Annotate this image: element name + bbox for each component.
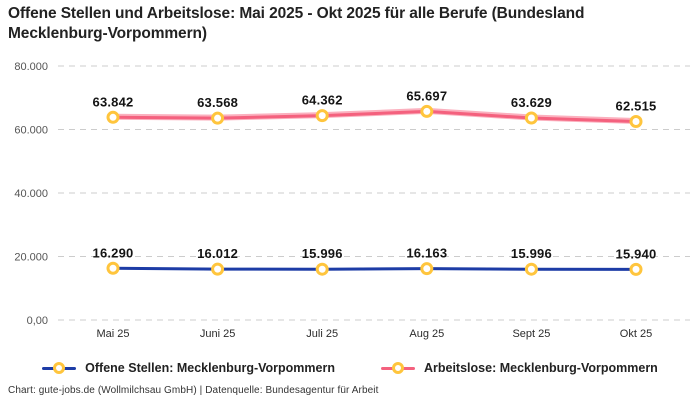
data-point-marker-arbeitslose[interactable] xyxy=(106,110,120,124)
series-line-offene-stellen xyxy=(111,266,638,271)
legend-label: Offene Stellen: Mecklenburg-Vorpommern xyxy=(85,361,335,375)
data-point-label-offene-stellen: 15.996 xyxy=(302,246,343,261)
data-point-label-offene-stellen: 16.290 xyxy=(93,245,134,260)
legend-item-arbeitslose[interactable]: Arbeitslose: Mecklenburg-Vorpommern xyxy=(380,361,658,375)
y-axis-tick-label: 60.000 xyxy=(14,125,48,137)
y-axis-tick-label: 20.000 xyxy=(14,252,48,264)
chart-legend: Offene Stellen: Mecklenburg-Vorpommern Ar… xyxy=(0,356,700,380)
legend-label: Arbeitslose: Mecklenburg-Vorpommern xyxy=(423,361,658,375)
data-point-marker-arbeitslose[interactable] xyxy=(211,111,225,125)
y-axis-tick-label: 40.000 xyxy=(14,188,48,200)
data-point-label-arbeitslose: 64.362 xyxy=(302,93,343,108)
data-point-label-arbeitslose: 63.629 xyxy=(511,95,552,110)
x-axis-label: Juni 25 xyxy=(200,328,235,340)
data-point-label-offene-stellen: 15.996 xyxy=(511,246,552,261)
data-point-marker-arbeitslose[interactable] xyxy=(629,115,643,129)
data-point-marker-arbeitslose[interactable] xyxy=(315,109,329,123)
data-point-label-arbeitslose: 65.697 xyxy=(406,88,447,103)
chart-credit: Chart: gute-jobs.de (Wollmilchsau GmbH) … xyxy=(8,385,379,396)
data-point-marker-arbeitslose[interactable] xyxy=(524,111,538,125)
legend-marker-icon xyxy=(53,362,66,374)
legend-marker-icon xyxy=(391,362,404,374)
chart-title: Offene Stellen und Arbeitslose: Mai 2025… xyxy=(8,5,585,42)
legend-item-offene-stellen[interactable]: Offene Stellen: Mecklenburg-Vorpommern xyxy=(42,361,335,375)
data-point-marker-offene-stellen[interactable] xyxy=(315,262,329,276)
x-axis-label: Mai 25 xyxy=(96,328,129,340)
data-point-label-offene-stellen: 16.163 xyxy=(406,246,447,261)
data-point-marker-offene-stellen[interactable] xyxy=(629,262,643,276)
x-axis-label: Sept 25 xyxy=(512,328,550,340)
data-point-marker-arbeitslose[interactable] xyxy=(420,104,434,118)
x-axis-label: Okt 25 xyxy=(620,328,652,340)
data-point-marker-offene-stellen[interactable] xyxy=(211,262,225,276)
data-point-marker-offene-stellen[interactable] xyxy=(106,261,120,275)
legend-swatch-icon xyxy=(42,362,77,374)
series-line-arbeitslose xyxy=(111,109,638,124)
data-point-marker-offene-stellen[interactable] xyxy=(524,262,538,276)
x-axis-label: Juli 25 xyxy=(306,328,338,340)
data-point-marker-offene-stellen[interactable] xyxy=(420,262,434,276)
y-axis-tick-label: 80.000 xyxy=(14,61,48,73)
y-axis-tick-label: 0,00 xyxy=(27,315,48,327)
x-axis-label: Aug 25 xyxy=(409,328,444,340)
data-point-label-offene-stellen: 15.940 xyxy=(616,246,657,261)
legend-swatch-icon xyxy=(380,362,415,374)
data-point-label-arbeitslose: 63.568 xyxy=(197,95,238,110)
chart-plot-area: 0,00 20.000 40.000 60.000 80.000 Mai 25 Juni 2… xyxy=(14,61,690,340)
data-point-label-arbeitslose: 62.515 xyxy=(616,99,657,114)
data-point-label-arbeitslose: 63.842 xyxy=(93,94,134,109)
data-point-label-offene-stellen: 16.012 xyxy=(197,246,238,261)
